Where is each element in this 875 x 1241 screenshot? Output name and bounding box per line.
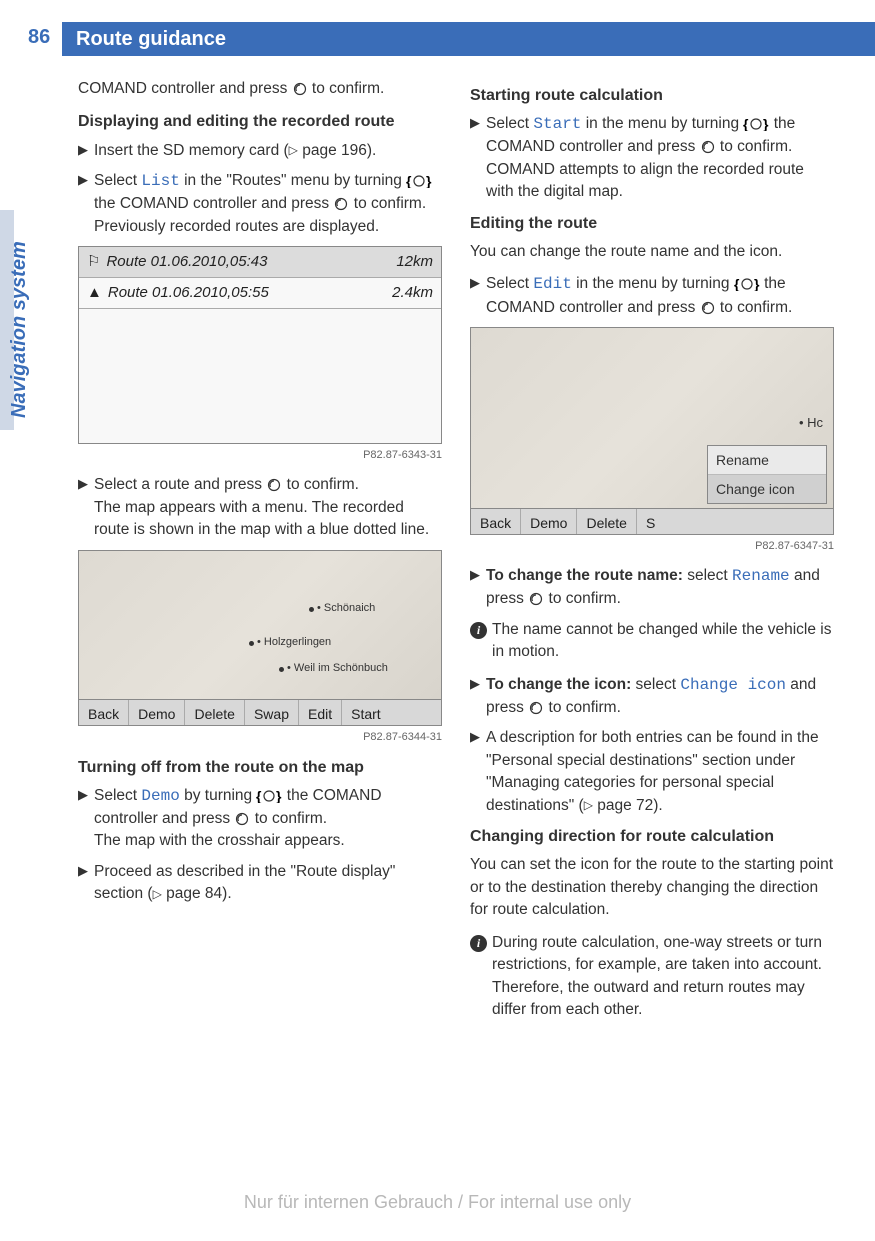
svg-text:{: { [743,117,749,131]
press-icon [333,197,349,211]
step-insert-sd: ▶ Insert the SD memory card (▷ page 196)… [78,140,442,162]
left-column: COMAND controller and press to confirm. … [78,78,442,1032]
rotary-icon: {} [256,789,282,803]
step-select-list: ▶ Select List in the "Routes" menu by tu… [78,170,442,238]
cmd-rename: Rename [732,567,790,585]
menu-swap: Swap [245,700,299,725]
step-select-start: ▶ Select Start in the menu by turning {}… [470,113,834,204]
step-marker-icon: ▶ [470,565,486,611]
step-marker-icon: ▶ [470,727,486,817]
page-ref-icon: ▷ [289,142,298,159]
step-marker-icon: ▶ [470,273,486,319]
step-marker-icon: ▶ [78,785,94,853]
press-icon [700,140,716,154]
menu-delete: Delete [185,700,244,725]
press-icon [528,701,544,715]
rotary-icon: {} [406,174,432,188]
menu-start: Start [342,700,390,725]
rotary-icon: {} [743,117,769,131]
menu-edit: Edit [299,700,342,725]
press-icon [266,478,282,492]
info-icon: i [470,935,487,952]
popup-rename: Rename [708,446,826,475]
menu-s: S [637,509,664,534]
map-menu: Back Demo Delete S [471,508,833,534]
page-number: 86 [28,26,50,49]
content-area: COMAND controller and press to confirm. … [78,78,834,1032]
svg-text:{: { [406,174,412,188]
menu-back: Back [471,509,521,534]
rotary-icon: {} [734,277,760,291]
route-row: ⚐Route 01.06.2010,05:43 12km [79,247,441,278]
map-menu: Back Demo Delete Swap Edit Start [79,699,441,725]
svg-text:}: } [426,174,432,188]
press-icon [292,82,308,96]
cmd-list: List [141,172,179,190]
step-select-route: ▶ Select a route and press to confirm. T… [78,474,442,541]
step-description-ref: ▶ A description for both entries can be … [470,727,834,817]
info-name-motion: i The name cannot be changed while the v… [470,619,834,664]
screenshot-map-menu: • Holzgerlingen • Schönaich • Weil im Sc… [78,550,442,726]
right-column: Starting route calculation ▶ Select Star… [470,78,834,1032]
cmd-change-icon: Change icon [680,676,786,694]
step-marker-icon: ▶ [78,861,94,906]
header-bar: Route guidance [62,22,875,56]
page-ref-icon: ▷ [153,886,162,903]
step-marker-icon: ▶ [78,170,94,238]
header-title: Route guidance [76,28,226,51]
cmd-start: Start [533,115,581,133]
step-marker-icon: ▶ [78,140,94,162]
menu-delete: Delete [577,509,636,534]
image-caption: P82.87-6344-31 [78,730,442,746]
popup-change-icon: Change icon [708,475,826,503]
step-proceed: ▶ Proceed as described in the "Route dis… [78,861,442,906]
step-marker-icon: ▶ [78,474,94,541]
press-icon [528,592,544,606]
screenshot-routes-list: ⚐Route 01.06.2010,05:43 12km ▲Route 01.0… [78,246,442,444]
step-marker-icon: ▶ [470,674,486,720]
step-change-name: ▶ To change the route name: select Renam… [470,565,834,611]
image-caption: P82.87-6343-31 [78,448,442,464]
menu-back: Back [79,700,129,725]
cmd-demo: Demo [141,787,179,805]
heading-start-calc: Starting route calculation [470,84,834,107]
footer-watermark: Nur für internen Gebrauch / For internal… [0,1192,875,1213]
heading-turning-off: Turning off from the route on the map [78,756,442,779]
continuation-text: COMAND controller and press to confirm. [78,78,442,100]
heading-changing-direction: Changing direction for route calculation [470,825,834,848]
info-icon: i [470,622,487,639]
step-select-edit: ▶ Select Edit in the menu by turning {} … [470,273,834,319]
step-marker-icon: ▶ [470,113,486,204]
map-body: • Holzgerlingen • Schönaich • Weil im Sc… [79,551,441,699]
svg-text:{: { [256,789,262,803]
menu-demo: Demo [521,509,577,534]
changing-direction-desc: You can set the icon for the route to th… [470,854,834,921]
step-change-icon: ▶ To change the icon: select Change icon… [470,674,834,720]
route-row: ▲Route 01.06.2010,05:55 2.4km [79,278,441,309]
press-icon [234,812,250,826]
image-caption: P82.87-6347-31 [470,539,834,555]
menu-demo: Demo [129,700,185,725]
info-route-calc: i During route calculation, one-way stre… [470,932,834,1022]
step-select-demo: ▶ Select Demo by turning {} the COMAND c… [78,785,442,853]
edit-popup: Rename Change icon [707,445,827,505]
heading-editing-route: Editing the route [470,212,834,235]
page-ref-icon: ▷ [584,797,593,814]
svg-text:{: { [734,277,740,291]
editing-desc: You can change the route name and the ic… [470,241,834,263]
screenshot-edit-menu: • Hс Rename Change icon Back Demo Delete… [470,327,834,535]
side-tab-label: Navigation system [8,241,31,418]
cmd-edit: Edit [533,275,571,293]
heading-display-edit: Displaying and editing the recorded rout… [78,110,442,133]
press-icon [700,301,716,315]
